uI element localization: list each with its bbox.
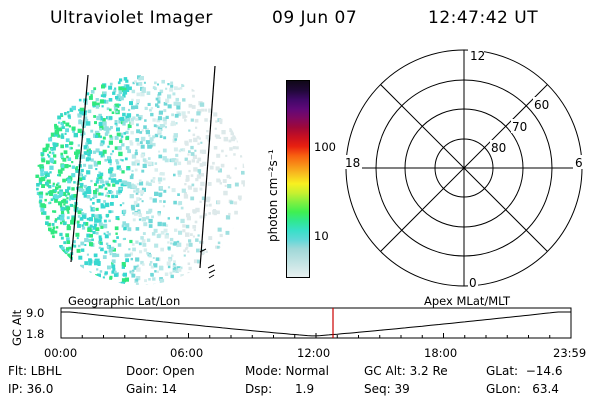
timeline-ytick-low: 1.8 [26,327,45,341]
polar-label-80: 80 [491,141,506,155]
polar-diagonal-2 [380,84,548,252]
timeline-ytick-high: 9.0 [26,306,45,320]
status-door: Door: Open [126,364,195,378]
timeline-geographic-title: Geographic Lat/Lon [68,294,181,308]
status-glon: GLon: 63.4 [486,382,559,396]
status-glat: GLat: −14.6 [486,364,563,378]
polar-label-70: 70 [512,120,527,134]
observation-time: 12:47:42 UT [428,8,539,28]
colorbar-tick-100: 100 [314,140,336,154]
altitude-curve [61,311,571,337]
timeline-xtick-0600: 06:00 [170,346,204,360]
colorbar [286,80,310,278]
status-ip: IP: 36.0 [8,382,54,396]
instrument-title: Ultraviolet Imager [50,8,213,28]
polar-label-18: 18 [345,156,360,170]
polar-label-0: 0 [469,276,477,290]
timeline-xtick-1800: 18:00 [424,346,458,360]
altitude-timeline [60,307,572,339]
terminator-line-left [70,74,89,263]
status-seq: Seq: 39 [364,382,410,396]
colorbar-gradient [287,81,309,277]
status-mode: Mode: Normal [245,364,329,378]
polar-label-12: 12 [470,49,485,63]
status-gain: Gain: 14 [126,382,177,396]
polar-label-60: 60 [534,98,549,112]
limb-markers [199,248,216,279]
timeline-tick-marks [60,333,572,338]
status-dsp: Dsp: 1.9 [245,382,315,396]
colorbar-tick-10: 10 [314,229,329,243]
terminator-line-right [199,65,216,269]
status-gc-alt: GC Alt: 3.2 Re [364,364,448,378]
polar-plot: 12 0 18 6 60 70 80 [344,48,583,290]
timeline-xtick-2359: 23:59 [553,346,587,360]
uv-emission-map [35,75,245,285]
observation-date: 09 Jun 07 [272,8,358,28]
polar-label-6: 6 [575,156,583,170]
status-filter: Flt: LBHL [8,364,62,378]
timeline-apex-title: Apex MLat/MLT [424,294,511,308]
colorbar-unit-label: photon cm⁻²s⁻¹ [266,149,280,242]
timeline-xtick-1200: 12:00 [297,346,331,360]
timeline-xtick-0000: 00:00 [44,346,78,360]
